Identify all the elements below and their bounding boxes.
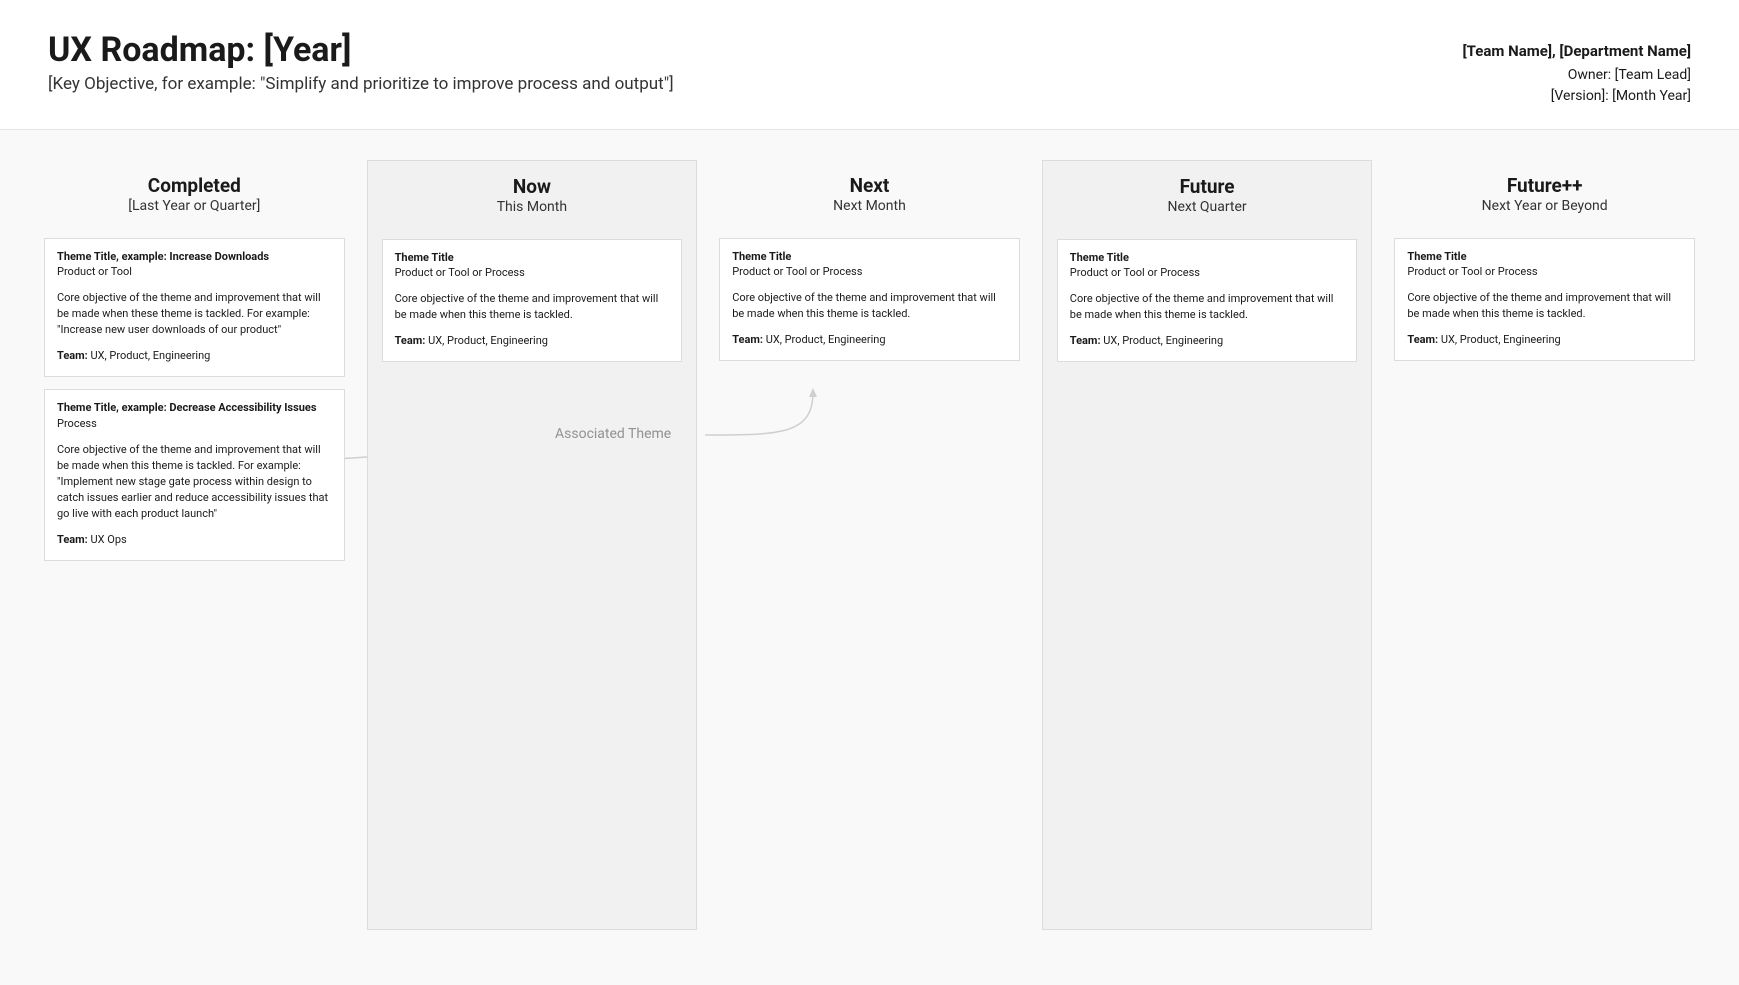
header-right: [Team Name], [Department Name] Owner: [T… <box>1463 30 1691 107</box>
card-product: Product or Tool or Process <box>1070 265 1345 281</box>
columns-row: Completed[Last Year or Quarter] Theme Tit… <box>44 160 1695 955</box>
card-title: Theme Title <box>1070 250 1345 266</box>
column-title: Now <box>382 175 683 198</box>
column-subtitle: Next Quarter <box>1057 199 1358 215</box>
theme-card[interactable]: Theme Title, example: Decrease Accessibi… <box>44 389 345 561</box>
card-team-label: Team: <box>732 333 763 346</box>
card-team: Team: UX, Product, Engineering <box>732 332 1007 348</box>
card-title: Theme Title <box>732 249 1007 265</box>
theme-card[interactable]: Theme TitleProduct or Tool or Process Cor… <box>1057 239 1358 363</box>
card-team-value: UX, Product, Engineering <box>763 333 886 346</box>
column-header: Future++Next Year or Beyond <box>1394 160 1695 226</box>
card-description: Core objective of the theme and improvem… <box>395 291 670 323</box>
card-description: Core objective of the theme and improvem… <box>1070 291 1345 323</box>
card-team-label: Team: <box>57 533 88 546</box>
column-title: Next <box>719 174 1020 197</box>
team-name-line: [Team Name], [Department Name] <box>1463 40 1691 63</box>
theme-card[interactable]: Theme TitleProduct or Tool or Process Cor… <box>1394 238 1695 362</box>
card-team-value: UX, Product, Engineering <box>1101 334 1224 347</box>
column-future: FutureNext Quarter Theme TitleProduct or … <box>1042 160 1373 930</box>
card-product: Product or Tool or Process <box>395 265 670 281</box>
card-title: Theme Title <box>1407 249 1682 265</box>
card-team-value: UX, Product, Engineering <box>425 334 548 347</box>
card-team-label: Team: <box>1407 333 1438 346</box>
column-header: FutureNext Quarter <box>1057 161 1358 227</box>
version-line: [Version]: [Month Year] <box>1463 86 1691 107</box>
card-team: Team: UX, Product, Engineering <box>1407 332 1682 348</box>
card-team: Team: UX, Product, Engineering <box>395 333 670 349</box>
header-left: UX Roadmap: [Year] [Key Objective, for e… <box>48 30 674 94</box>
page-title: UX Roadmap: [Year] <box>48 30 674 70</box>
card-title: Theme Title <box>395 250 670 266</box>
card-team-value: UX, Product, Engineering <box>1438 333 1561 346</box>
card-product: Product or Tool or Process <box>1407 264 1682 280</box>
card-description: Core objective of the theme and improvem… <box>57 442 332 522</box>
column-subtitle: Next Year or Beyond <box>1394 198 1695 214</box>
card-team-value: UX, Product, Engineering <box>88 349 211 362</box>
card-title: Theme Title, example: Increase Downloads <box>57 249 332 265</box>
column-header: NextNext Month <box>719 160 1020 226</box>
roadmap-body: Associated Theme Completed[Last Year or … <box>0 130 1739 985</box>
column-title: Future++ <box>1394 174 1695 197</box>
theme-card[interactable]: Theme TitleProduct or Tool or Process Cor… <box>719 238 1020 362</box>
card-title: Theme Title, example: Decrease Accessibi… <box>57 400 332 416</box>
column-title: Future <box>1057 175 1358 198</box>
column-next: NextNext Month Theme TitleProduct or Tool… <box>719 160 1020 362</box>
card-team-label: Team: <box>395 334 426 347</box>
column-header: Completed[Last Year or Quarter] <box>44 160 345 226</box>
column-now: NowThis Month Theme TitleProduct or Tool … <box>367 160 698 930</box>
owner-line: Owner: [Team Lead] <box>1463 65 1691 86</box>
column-subtitle: This Month <box>382 199 683 215</box>
theme-card[interactable]: Theme Title, example: Increase Downloads… <box>44 238 345 378</box>
card-product: Product or Tool or Process <box>732 264 1007 280</box>
column-futurepp: Future++Next Year or Beyond Theme TitlePr… <box>1394 160 1695 362</box>
card-team-value: UX Ops <box>88 533 127 546</box>
card-team: Team: UX, Product, Engineering <box>57 348 332 364</box>
card-product: Product or Tool <box>57 264 332 280</box>
column-completed: Completed[Last Year or Quarter] Theme Tit… <box>44 160 345 561</box>
card-description: Core objective of the theme and improvem… <box>57 290 332 338</box>
column-header: NowThis Month <box>382 161 683 227</box>
card-team: Team: UX Ops <box>57 532 332 548</box>
column-title: Completed <box>44 174 345 197</box>
card-team-label: Team: <box>57 349 88 362</box>
page-header: UX Roadmap: [Year] [Key Objective, for e… <box>0 0 1739 130</box>
theme-card[interactable]: Theme TitleProduct or Tool or Process Cor… <box>382 239 683 363</box>
card-description: Core objective of the theme and improvem… <box>1407 290 1682 322</box>
page-subtitle: [Key Objective, for example: "Simplify a… <box>48 74 674 94</box>
card-product: Process <box>57 416 332 432</box>
column-subtitle: [Last Year or Quarter] <box>44 198 345 214</box>
card-team: Team: UX, Product, Engineering <box>1070 333 1345 349</box>
card-team-label: Team: <box>1070 334 1101 347</box>
column-subtitle: Next Month <box>719 198 1020 214</box>
card-description: Core objective of the theme and improvem… <box>732 290 1007 322</box>
